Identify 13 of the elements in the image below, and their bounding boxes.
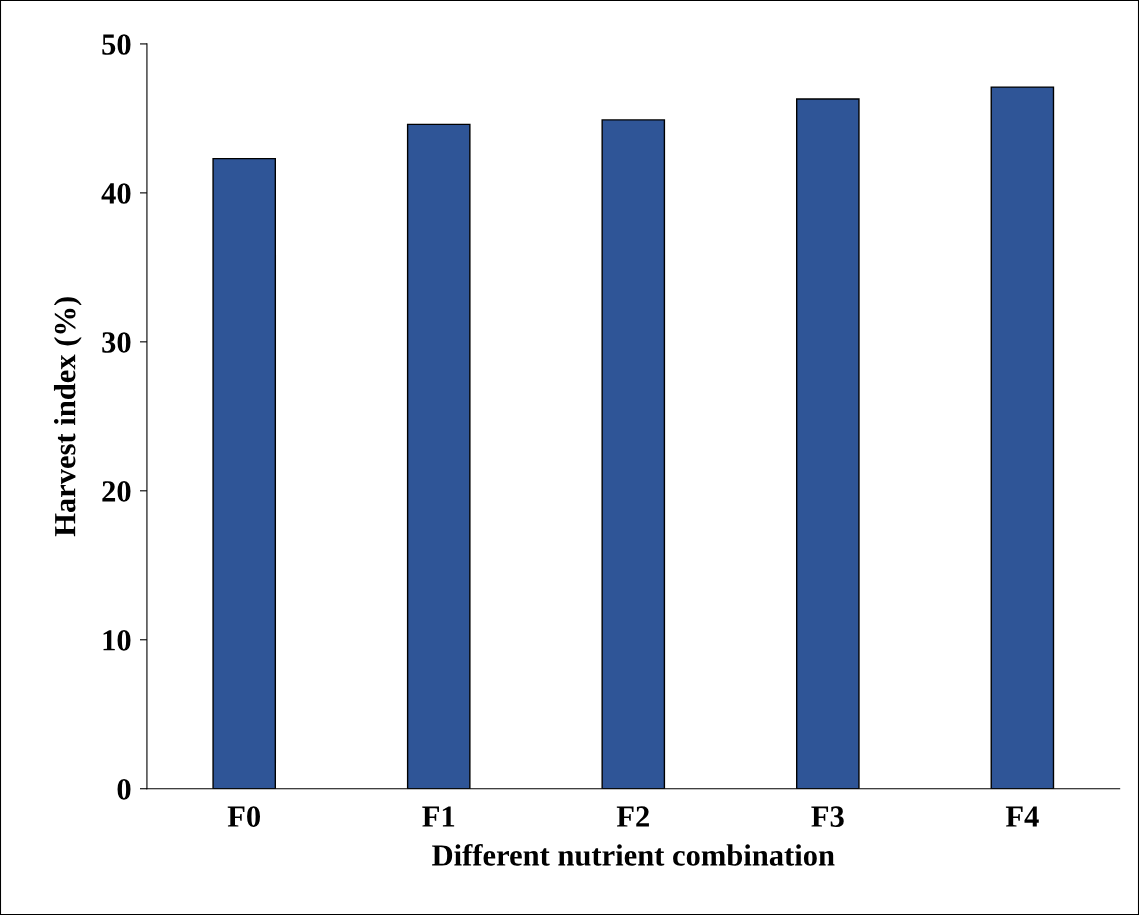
y-tick-label: 10 [103,630,131,651]
y-tick-label: 20 [102,481,131,502]
y-tick-label: 30 [102,332,131,353]
y-tick-label: 40 [101,183,131,204]
x-tick-label: F1 [422,806,455,827]
x-tick-label: F3 [811,806,844,827]
x-tick-label: F4 [1005,806,1039,827]
x-tick-label: F2 [616,806,649,827]
x-tick-label: F0 [227,806,261,827]
y-axis-title: Harvest index (%) [53,297,82,537]
x-axis-title: Different nutrient combination [432,843,835,866]
y-tick-label: 0 [117,779,131,800]
y-tick-label: 50 [102,34,131,55]
